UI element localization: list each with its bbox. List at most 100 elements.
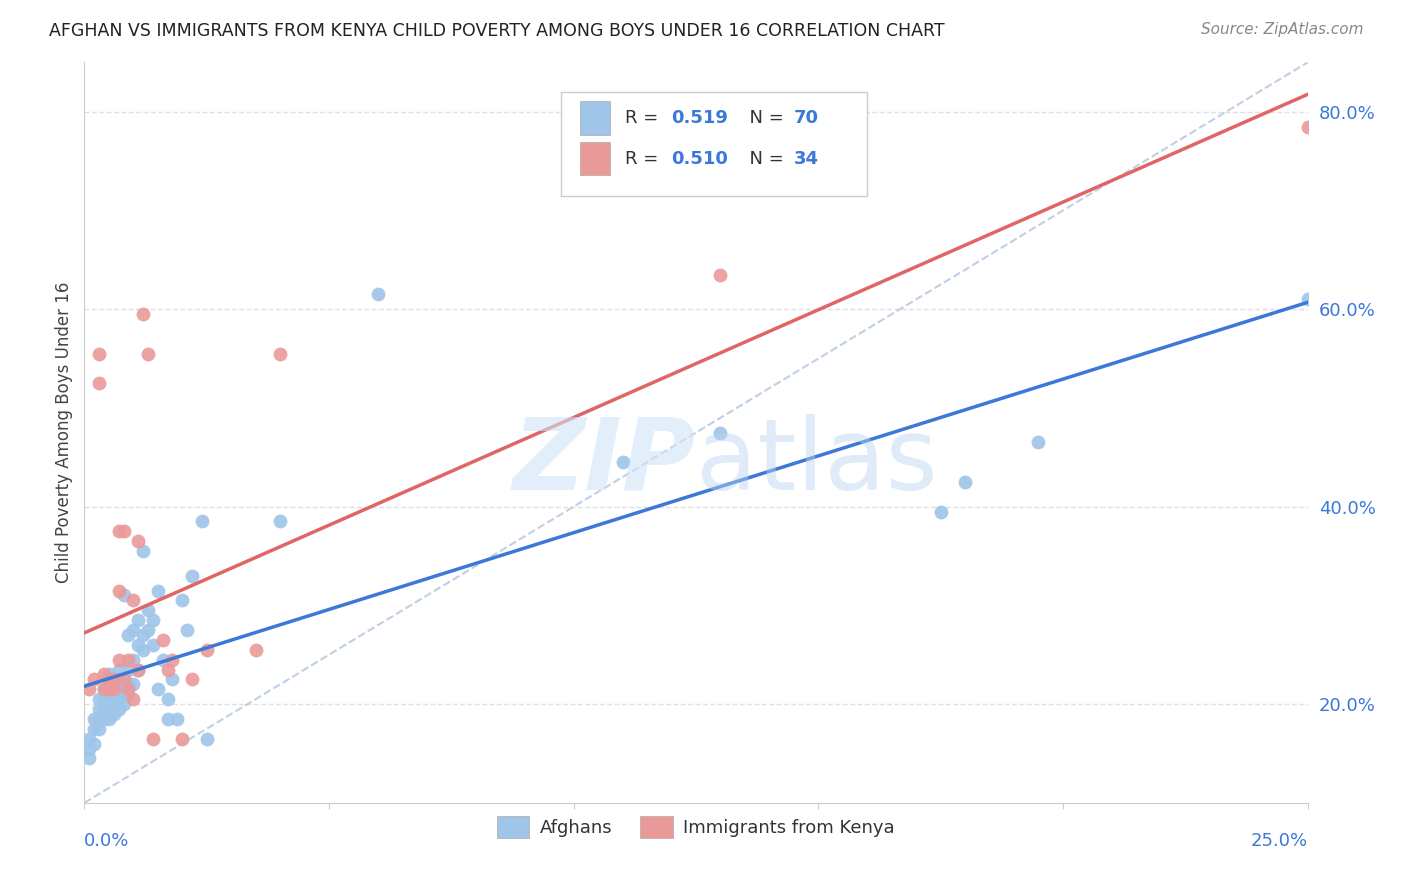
Point: [87, 692, 110, 706]
Point: [191, 515, 214, 529]
Point: [1028, 435, 1050, 450]
Point: [93, 702, 115, 716]
Text: ZIP: ZIP: [513, 414, 696, 511]
Text: AFGHAN VS IMMIGRANTS FROM KENYA CHILD POVERTY AMONG BOYS UNDER 16 CORRELATION CH: AFGHAN VS IMMIGRANTS FROM KENYA CHILD PO…: [49, 22, 945, 40]
Point: [132, 642, 155, 657]
Point: [245, 642, 267, 657]
Point: [172, 593, 194, 607]
Point: [112, 677, 135, 691]
Point: [709, 425, 731, 440]
Point: [107, 663, 129, 677]
Point: [93, 682, 115, 697]
Point: [127, 663, 149, 677]
Point: [166, 712, 188, 726]
Point: [77, 682, 100, 697]
Point: [953, 475, 976, 489]
Point: [152, 632, 174, 647]
Point: [127, 534, 149, 549]
Point: [107, 653, 129, 667]
Text: 70: 70: [794, 109, 818, 127]
Point: [107, 673, 129, 687]
Point: [77, 751, 100, 765]
Text: atlas: atlas: [696, 414, 938, 511]
Point: [162, 673, 184, 687]
Point: [122, 677, 145, 691]
Point: [127, 613, 149, 627]
Text: 0.0%: 0.0%: [84, 832, 129, 850]
Point: [103, 677, 125, 691]
Point: [117, 653, 139, 667]
Point: [107, 692, 129, 706]
Point: [172, 731, 194, 746]
Point: [117, 663, 139, 677]
Point: [112, 687, 135, 701]
Point: [142, 613, 165, 627]
FancyBboxPatch shape: [579, 142, 610, 176]
Point: [156, 712, 179, 726]
Point: [127, 663, 149, 677]
Point: [112, 589, 135, 603]
Point: [97, 682, 120, 697]
Point: [107, 583, 129, 598]
Point: [136, 603, 159, 617]
Point: [195, 731, 218, 746]
Legend: Afghans, Immigrants from Kenya: Afghans, Immigrants from Kenya: [489, 809, 903, 846]
Point: [122, 623, 145, 637]
Point: [83, 722, 105, 736]
Text: 25.0%: 25.0%: [1250, 832, 1308, 850]
Point: [156, 692, 179, 706]
Point: [103, 697, 125, 711]
Point: [97, 692, 120, 706]
Point: [97, 673, 120, 687]
Point: [93, 712, 115, 726]
Point: [103, 687, 125, 701]
Point: [93, 667, 115, 681]
Point: [122, 593, 145, 607]
Point: [112, 673, 135, 687]
Point: [132, 307, 155, 321]
Point: [709, 268, 731, 282]
Point: [107, 682, 129, 697]
Point: [152, 653, 174, 667]
Text: N =: N =: [738, 150, 789, 168]
Point: [181, 568, 204, 582]
Point: [103, 682, 125, 697]
Point: [77, 741, 100, 756]
Point: [87, 712, 110, 726]
Point: [162, 653, 184, 667]
Point: [107, 702, 129, 716]
Text: Source: ZipAtlas.com: Source: ZipAtlas.com: [1201, 22, 1364, 37]
Point: [1296, 293, 1319, 307]
Point: [83, 737, 105, 751]
Point: [93, 692, 115, 706]
Point: [97, 712, 120, 726]
Point: [142, 731, 165, 746]
Point: [142, 638, 165, 652]
Point: [93, 682, 115, 697]
Point: [122, 692, 145, 706]
Text: 34: 34: [794, 150, 818, 168]
Point: [367, 287, 389, 301]
Point: [117, 687, 139, 701]
Point: [195, 642, 218, 657]
Point: [136, 346, 159, 360]
Point: [156, 663, 179, 677]
Text: R =: R =: [626, 150, 664, 168]
FancyBboxPatch shape: [579, 102, 610, 135]
Text: R =: R =: [626, 109, 664, 127]
Text: N =: N =: [738, 109, 789, 127]
Point: [269, 515, 291, 529]
Point: [132, 544, 155, 558]
Point: [112, 697, 135, 711]
Point: [146, 682, 169, 697]
Point: [103, 673, 125, 687]
Text: 0.519: 0.519: [672, 109, 728, 127]
Point: [87, 376, 110, 391]
Point: [112, 524, 135, 539]
Point: [103, 706, 125, 721]
Point: [97, 682, 120, 697]
Point: [181, 673, 204, 687]
Point: [87, 702, 110, 716]
Point: [127, 638, 149, 652]
Point: [117, 628, 139, 642]
